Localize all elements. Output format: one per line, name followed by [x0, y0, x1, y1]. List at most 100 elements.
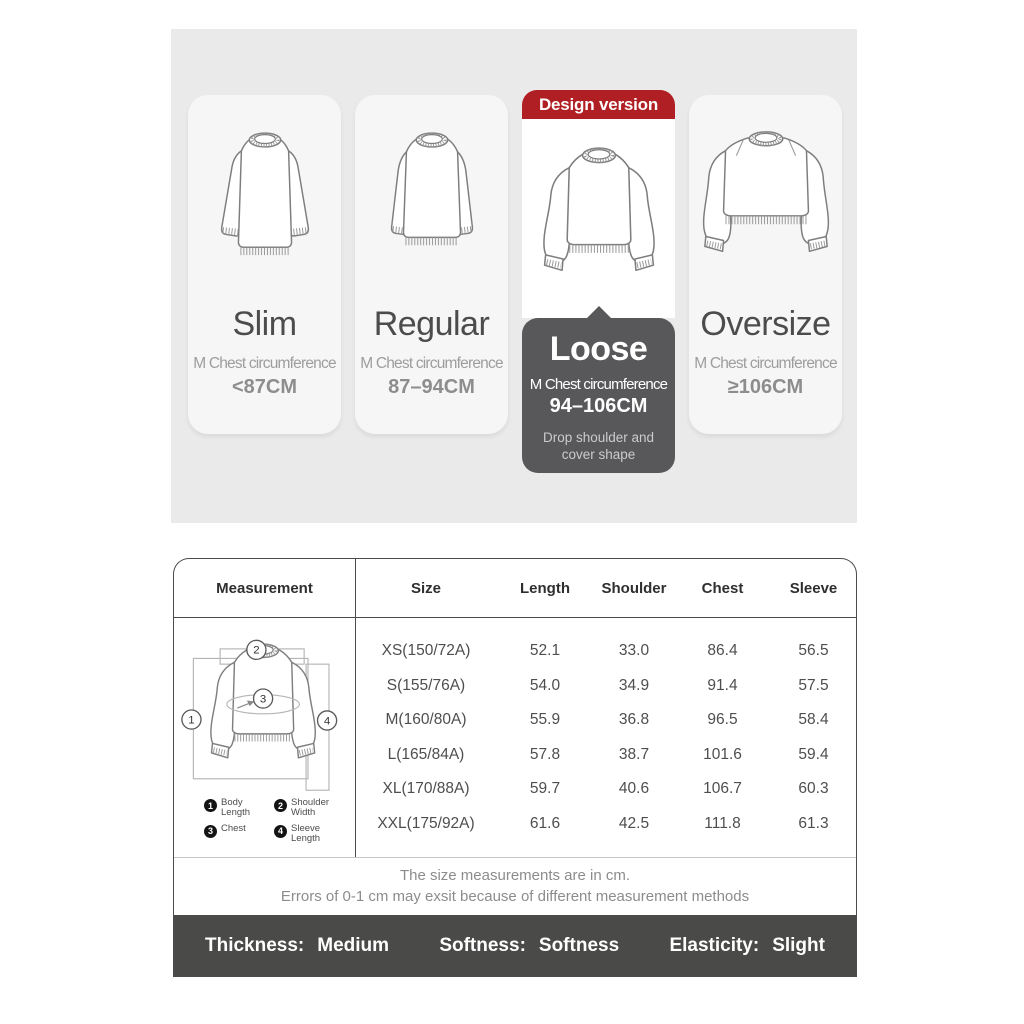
fit-subtitle: M Chest circumference [529, 376, 668, 393]
loose-note-line2: cover shape [561, 446, 636, 462]
legend-label: Body Length [221, 797, 251, 819]
table-row: XL(170/88A) 59.7 40.6 106.7 60.3 [356, 772, 856, 807]
fit-card-slim: Slim M Chest circumference <87CM [188, 95, 341, 434]
cell-chest: 106.7 [703, 780, 742, 798]
cell-size: XL(170/88A) [382, 780, 470, 798]
property-value: Softness [538, 935, 620, 956]
legend-item-chest: 3 Chest [204, 823, 274, 845]
fit-value: 87–94CM [388, 376, 475, 398]
fabric-properties-bar: Thickness: Medium Softness: Softness Ela… [173, 915, 857, 977]
note-line1: The size measurements are in cm. [399, 867, 631, 884]
cell-shoulder: 34.9 [618, 676, 650, 694]
cell-shoulder: 36.8 [618, 711, 650, 729]
table-row: XXL(175/92A) 61.6 42.5 111.8 61.3 [356, 807, 856, 842]
table-row: L(165/84A) 57.8 38.7 101.6 59.4 [356, 738, 856, 773]
legend-label: Sleeve Length [291, 822, 321, 845]
loose-note: Drop shoulder and cover shape [522, 430, 675, 464]
property-label: Softness: [439, 935, 526, 956]
column-header-length: Length [520, 579, 570, 597]
cell-length: 59.7 [529, 780, 561, 798]
fit-title-oversize: Oversize [700, 305, 831, 343]
fit-card-oversize: Oversize M Chest circumference ≥106CM [689, 95, 842, 434]
property-value: Slight [772, 935, 825, 956]
cell-chest: 86.4 [707, 642, 738, 660]
sweater-slim-illustration [206, 95, 324, 307]
fit-subtitle: M Chest circumference [193, 355, 336, 372]
cell-sleeve: 60.3 [798, 780, 829, 798]
legend-number-1-icon: 1 [204, 799, 217, 812]
svg-text:3: 3 [259, 693, 265, 705]
sweater-oversize-icon [702, 131, 829, 253]
legend-item-body-length: 1 Body Length [204, 797, 274, 819]
cell-size: M(160/80A) [385, 711, 467, 729]
cell-length: 55.9 [529, 711, 561, 729]
cell-shoulder: 42.5 [618, 814, 650, 832]
legend-label: Shoulder Width [291, 797, 330, 819]
property-value: Medium [317, 935, 390, 956]
size-data-column: Size Length Shoulder Chest Sleeve XS(150… [356, 559, 856, 857]
table-row: XS(150/72A) 52.1 33.0 86.4 56.5 [356, 634, 856, 669]
svg-text:4: 4 [323, 715, 330, 727]
measurement-notes: The size measurements are in cm. Errors … [174, 857, 856, 915]
fit-value: ≥106CM [727, 376, 804, 398]
measurement-legend: 1 Body Length 2 Shoulder Width 3 Chest [204, 797, 355, 845]
cell-shoulder: 38.7 [618, 745, 650, 763]
size-table-header-row: Size Length Shoulder Chest Sleeve [356, 559, 856, 618]
cell-sleeve: 61.3 [798, 814, 829, 832]
cell-length: 54.0 [529, 676, 561, 694]
property-label: Thickness: [205, 935, 305, 956]
measurement-diagram: 1 2 3 4 1 Body Length 2 [174, 618, 355, 857]
property-softness: Softness: Softness [439, 935, 619, 957]
property-thickness: Thickness: Medium [205, 935, 389, 957]
cell-chest: 101.6 [703, 745, 742, 763]
loose-highlight-tooltip: Loose M Chest circumference 94–106CM Dro… [522, 306, 675, 473]
column-header-size: Size [410, 579, 441, 597]
column-header-sleeve: Sleeve [789, 579, 838, 597]
size-table-card: Measurement [173, 558, 857, 977]
loose-note-line1: Drop shoulder and [542, 430, 655, 445]
cell-size: L(165/84A) [387, 745, 465, 763]
cell-chest: 91.4 [707, 676, 738, 694]
fit-subtitle: M Chest circumference [360, 355, 503, 372]
size-table-body: XS(150/72A) 52.1 33.0 86.4 56.5 S(155/76… [356, 618, 856, 841]
sweater-loose-icon [542, 146, 655, 271]
sweater-loose-illustration [522, 119, 675, 318]
svg-text:2: 2 [253, 645, 259, 657]
measurement-diagram-icon: 1 2 3 4 [180, 639, 337, 791]
cell-size: XXL(175/92A) [377, 814, 475, 832]
legend-item-shoulder-width: 2 Shoulder Width [274, 797, 344, 819]
legend-item-sleeve-length: 4 Sleeve Length [274, 822, 344, 845]
cell-length: 57.8 [529, 745, 561, 763]
cell-chest: 96.5 [707, 711, 738, 729]
note-line2: Errors of 0-1 cm may exsit because of di… [280, 888, 750, 905]
design-version-badge: Design version [522, 90, 675, 119]
fit-comparison-panel: Slim M Chest circumference <87CM Re [171, 29, 857, 523]
fit-title-loose: Loose [549, 330, 648, 368]
cell-sleeve: 57.5 [798, 676, 829, 694]
cell-chest: 111.8 [704, 814, 741, 832]
sweater-regular-icon [390, 132, 473, 246]
fit-title-regular: Regular [373, 305, 490, 343]
legend-number-2-icon: 2 [274, 799, 287, 812]
legend-number-3-icon: 3 [204, 824, 217, 838]
cell-shoulder: 33.0 [618, 642, 650, 660]
cell-length: 52.1 [529, 642, 561, 660]
column-header-chest: Chest [701, 579, 744, 597]
sweater-regular-illustration [373, 95, 491, 307]
measurement-column: Measurement [174, 559, 356, 857]
fit-value: 94–106CM [549, 395, 648, 417]
cell-shoulder: 40.6 [618, 780, 650, 798]
sweater-slim-icon [220, 132, 309, 256]
cell-size: XS(150/72A) [381, 642, 471, 660]
fit-card-loose: Design version Loose M C [522, 90, 675, 473]
fit-subtitle: M Chest circumference [694, 355, 837, 372]
property-elasticity: Elasticity: Slight [669, 935, 825, 957]
cell-sleeve: 59.4 [798, 745, 829, 763]
measurement-header: Measurement [174, 559, 355, 618]
fit-title-slim: Slim [232, 305, 297, 343]
cell-sleeve: 58.4 [798, 711, 829, 729]
sweater-oversize-illustration [696, 95, 836, 307]
fit-card-regular: Regular M Chest circumference 87–94CM [355, 95, 508, 434]
cell-sleeve: 56.5 [798, 642, 829, 660]
